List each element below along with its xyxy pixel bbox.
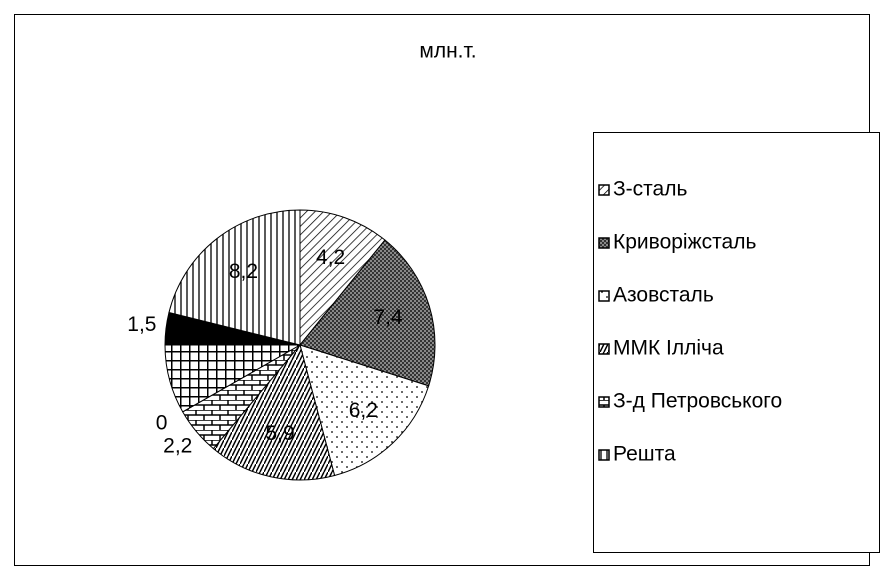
pie-slice	[299, 239, 436, 387]
legend-swatch	[598, 343, 610, 355]
legend-swatch	[598, 184, 610, 196]
legend-label: З-сталь	[613, 178, 687, 201]
legend-label: Решта	[613, 443, 676, 466]
legend-swatch	[598, 237, 610, 249]
data-label: 1,5	[127, 313, 156, 336]
data-label: 4,2	[316, 246, 345, 269]
data-label: 7,4	[373, 306, 403, 329]
legend-label: ММК Ілліча	[613, 337, 724, 360]
legend	[593, 132, 880, 553]
data-label: 8,2	[229, 260, 258, 283]
data-label: 5,9	[265, 422, 294, 445]
pie-slice	[299, 209, 386, 347]
pie-slice	[299, 344, 430, 477]
data-label: 2,2	[163, 435, 192, 458]
legend-label: Азовсталь	[613, 284, 714, 307]
legend-label: Криворіжсталь	[613, 231, 756, 254]
pie-slice	[168, 209, 301, 346]
chart-title: млн.т.	[419, 40, 476, 63]
legend-swatch	[598, 290, 610, 302]
data-label: 0	[156, 411, 168, 434]
pie-slice	[212, 343, 336, 481]
legend-swatch	[598, 449, 610, 461]
legend-swatch	[598, 396, 610, 408]
data-label: 6,2	[349, 399, 378, 422]
legend-label: З-д Петровського	[613, 390, 782, 413]
